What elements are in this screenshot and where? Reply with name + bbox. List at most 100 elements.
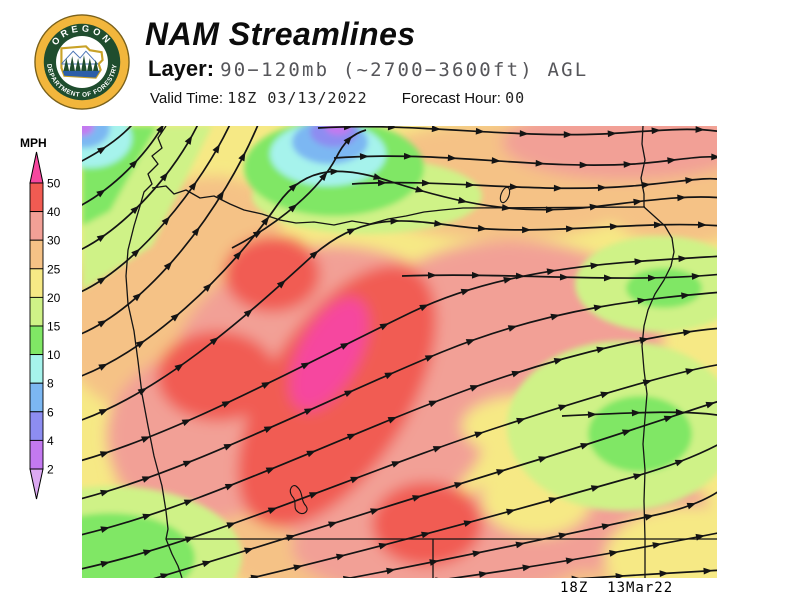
arrowhead-icon bbox=[379, 323, 390, 331]
arrowhead-icon bbox=[391, 461, 401, 468]
arrowhead-icon bbox=[634, 258, 644, 266]
arrowhead-icon bbox=[501, 204, 512, 211]
arrowhead-icon bbox=[233, 250, 242, 260]
arrowhead-icon bbox=[559, 273, 569, 281]
arrowhead-icon bbox=[421, 179, 431, 187]
speed-blob bbox=[502, 126, 717, 180]
water-icon bbox=[61, 70, 102, 78]
legend-tick-label: 6 bbox=[47, 405, 54, 419]
legend-color-segment bbox=[29, 325, 44, 356]
arrowhead-icon bbox=[522, 226, 532, 234]
arrowhead-icon bbox=[509, 183, 519, 191]
arrowhead-icon bbox=[216, 190, 225, 200]
arrowhead-icon bbox=[142, 513, 152, 521]
wind-streamline-map bbox=[82, 126, 717, 578]
arrowhead-icon bbox=[703, 567, 713, 575]
arrowhead-icon bbox=[553, 184, 563, 192]
arrowhead-icon bbox=[460, 288, 471, 296]
arrowhead-icon bbox=[474, 431, 484, 439]
arrowhead-icon bbox=[506, 508, 516, 516]
layer-row: Layer: 90−120mb (~2700−3600ft) AGL bbox=[148, 56, 588, 82]
arrowhead-icon bbox=[344, 390, 354, 398]
legend-color-segment bbox=[29, 382, 44, 413]
arrowhead-icon bbox=[209, 337, 219, 346]
arrowhead-icon bbox=[463, 520, 474, 527]
arrowhead-icon bbox=[641, 181, 651, 189]
arrowhead-icon bbox=[244, 547, 254, 555]
arrowhead-icon bbox=[100, 526, 110, 533]
arrowhead-icon bbox=[597, 184, 607, 192]
arrowhead-icon bbox=[558, 532, 568, 540]
speed-field-cool bbox=[82, 126, 717, 578]
arrowhead-icon bbox=[263, 426, 274, 434]
arrowhead-icon bbox=[579, 161, 589, 169]
arrowhead-icon bbox=[343, 135, 353, 145]
arrowhead-icon bbox=[130, 205, 140, 215]
arrowhead-icon bbox=[457, 196, 468, 204]
arrowhead-icon bbox=[386, 567, 396, 575]
arrowhead-icon bbox=[184, 536, 195, 543]
arrowhead-icon bbox=[496, 469, 506, 476]
arrowhead-icon bbox=[335, 553, 346, 561]
arrowhead-icon bbox=[415, 186, 425, 193]
arrowhead-icon bbox=[252, 230, 263, 239]
arrowhead-icon bbox=[174, 363, 184, 372]
arrowhead-icon bbox=[261, 216, 270, 226]
arrowhead-icon bbox=[516, 417, 526, 425]
arrowhead-icon bbox=[548, 497, 559, 504]
arrowhead-icon bbox=[465, 339, 476, 346]
arrowhead-icon bbox=[203, 283, 212, 292]
arrowhead-icon bbox=[434, 219, 444, 227]
arrowhead-icon bbox=[384, 372, 394, 380]
arrowhead-icon bbox=[181, 419, 192, 427]
arrowhead-icon bbox=[100, 489, 110, 497]
legend-below-min-arrow-icon bbox=[29, 468, 44, 500]
speed-blob bbox=[626, 268, 702, 308]
arrowhead-icon bbox=[432, 446, 443, 453]
legend-color-segment bbox=[29, 439, 44, 470]
arrowhead-icon bbox=[129, 159, 138, 169]
arrowhead-icon bbox=[308, 492, 319, 499]
arrowhead-icon bbox=[373, 173, 383, 180]
arrowhead-icon bbox=[535, 159, 545, 167]
arrowhead-icon bbox=[421, 531, 431, 539]
arrowhead-icon bbox=[587, 411, 597, 419]
arrowhead-icon bbox=[519, 130, 529, 137]
trees-icon bbox=[63, 55, 99, 72]
legend-tick-label: 8 bbox=[47, 377, 54, 391]
legend-tick-label: 10 bbox=[47, 348, 61, 362]
streamline-arrowheads bbox=[96, 126, 717, 578]
arrowhead-icon bbox=[429, 559, 439, 566]
arrowhead-icon bbox=[142, 549, 153, 556]
arrowhead-icon bbox=[387, 416, 398, 424]
arrowhead-icon bbox=[250, 574, 261, 578]
speed-field-warm bbox=[82, 126, 717, 578]
arrowhead-icon bbox=[342, 575, 353, 578]
arrowhead-icon bbox=[644, 513, 655, 521]
arrowhead-icon bbox=[590, 262, 600, 270]
snake-river-border bbox=[640, 126, 675, 578]
arrowhead-icon bbox=[359, 153, 369, 160]
arrowhead-icon bbox=[651, 127, 661, 135]
arrowhead-icon bbox=[156, 126, 164, 134]
arrowhead-icon bbox=[686, 502, 697, 510]
arrowhead-icon bbox=[571, 575, 581, 578]
legend-tick-label: 30 bbox=[47, 234, 61, 248]
forecast-hour-label: Forecast Hour: bbox=[401, 90, 506, 107]
arrowhead-icon bbox=[261, 381, 271, 389]
arrowhead-icon bbox=[652, 542, 662, 549]
columbia-river-border bbox=[151, 185, 646, 226]
arrowhead-icon bbox=[330, 168, 340, 176]
arrowhead-icon bbox=[97, 146, 107, 155]
arrowhead-icon bbox=[546, 268, 557, 276]
arrowhead-icon bbox=[141, 476, 152, 483]
arrowhead-icon bbox=[431, 126, 441, 133]
small-lake-outline bbox=[499, 186, 511, 204]
arrowhead-icon bbox=[183, 499, 194, 506]
arrowhead-icon bbox=[96, 234, 107, 243]
legend-tick-label: 20 bbox=[47, 291, 61, 305]
arrowhead-icon bbox=[288, 204, 298, 213]
arrowhead-icon bbox=[309, 250, 319, 259]
streamline bbox=[231, 129, 367, 249]
arrowhead-icon bbox=[590, 485, 601, 492]
